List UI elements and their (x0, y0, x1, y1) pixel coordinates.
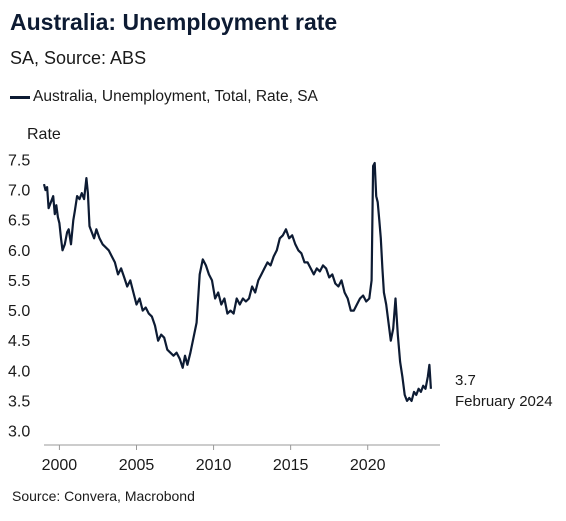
y-tick-label: 3.5 (8, 393, 30, 410)
y-tick-label: 7.0 (8, 183, 30, 200)
y-tick-label: 3.0 (8, 424, 30, 441)
y-tick-label: 7.5 (8, 153, 30, 170)
legend-label: Australia, Unemployment, Total, Rate, SA (33, 88, 318, 105)
end-date-label: February 2024 (455, 393, 553, 410)
legend-swatch (10, 95, 30, 99)
series-line (42, 161, 432, 402)
x-tick-label: 2000 (42, 457, 78, 474)
chart-subtitle: SA, Source: ABS (10, 48, 147, 68)
y-axis-title: Rate (27, 126, 61, 143)
x-tick-label: 2010 (196, 457, 232, 474)
y-tick-label: 4.0 (8, 363, 30, 380)
x-tick-label: 2015 (273, 457, 309, 474)
y-tick-label: 5.0 (8, 303, 30, 320)
x-tick-label: 2020 (350, 457, 386, 474)
chart-title: Australia: Unemployment rate (10, 9, 338, 35)
y-tick-label: 6.5 (8, 213, 30, 230)
chart-source: Source: Convera, Macrobond (12, 488, 195, 504)
y-tick-label: 4.5 (8, 333, 30, 350)
end-value-label: 3.7 (455, 372, 476, 389)
y-tick-label: 6.0 (8, 243, 30, 260)
y-tick-label: 5.5 (8, 273, 30, 290)
chart-legend: Australia, Unemployment, Total, Rate, SA (10, 88, 318, 106)
x-tick-label: 2005 (119, 457, 155, 474)
